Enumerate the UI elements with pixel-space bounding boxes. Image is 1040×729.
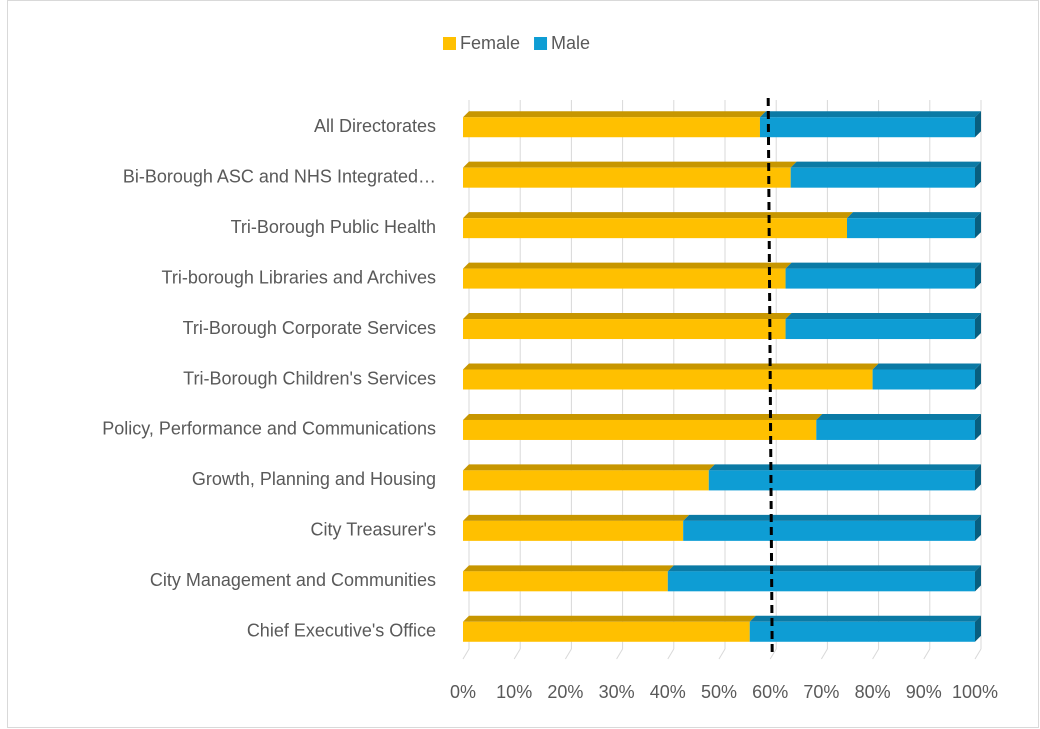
x-tick-label: 0% — [450, 682, 476, 702]
bar-side-face — [975, 111, 981, 138]
grid-line-floor — [564, 648, 572, 660]
grid-line-floor — [667, 648, 675, 660]
bar-top-face — [463, 161, 797, 168]
category-label: Tri-Borough Public Health — [231, 217, 436, 237]
grid-line-floor — [820, 648, 828, 660]
bar — [463, 268, 786, 289]
bar — [463, 470, 709, 491]
bar-top-face — [759, 111, 981, 118]
bar-top-face — [463, 413, 823, 420]
x-tick-label: 10% — [496, 682, 532, 702]
category-label: All Directorates — [314, 116, 436, 136]
bar — [759, 117, 975, 138]
bar — [463, 117, 760, 138]
bar-top-face — [785, 313, 981, 320]
legend-swatch — [443, 37, 456, 50]
bar-top-face — [463, 565, 674, 572]
category-label: Tri-Borough Children's Services — [183, 368, 436, 388]
legend-label: Female — [460, 33, 520, 53]
bar — [785, 268, 975, 289]
category-label: Chief Executive's Office — [247, 621, 436, 641]
x-tick-label: 30% — [599, 682, 635, 702]
bar-side-face — [975, 514, 981, 541]
bar-top-face — [463, 212, 853, 219]
bar — [872, 369, 975, 390]
bar-side-face — [975, 565, 981, 592]
bar — [708, 470, 975, 491]
bar-top-face — [683, 514, 981, 521]
bar-top-face — [463, 464, 715, 471]
bar-top-face — [872, 363, 981, 370]
legend-swatch — [534, 37, 548, 50]
bar-top-face — [463, 514, 690, 521]
grid-line-floor — [923, 648, 931, 660]
bar-top-face — [708, 464, 981, 471]
reference-line — [766, 97, 774, 656]
bar-side-face — [975, 615, 981, 642]
x-tick-label: 40% — [650, 682, 686, 702]
bar-side-face — [975, 464, 981, 491]
x-tick-label: 70% — [803, 682, 839, 702]
category-label: Tri-borough Libraries and Archives — [162, 267, 436, 287]
x-tick-label: 90% — [906, 682, 942, 702]
grid-line-floor — [462, 648, 470, 660]
bar — [667, 571, 975, 592]
bar — [790, 167, 975, 188]
bar — [463, 218, 847, 239]
x-tick-label: 60% — [752, 682, 788, 702]
bar-top-face — [463, 615, 756, 622]
bar-side-face — [975, 161, 981, 188]
grid-line-floor — [513, 648, 521, 660]
bar-side-face — [975, 212, 981, 239]
grid-line-floor — [872, 648, 880, 660]
grid-line-floor — [718, 648, 726, 660]
bar — [463, 319, 786, 340]
bar — [683, 520, 975, 541]
grid-line-floor — [769, 648, 777, 660]
grid-line-floor — [616, 648, 624, 660]
bar-side-face — [975, 262, 981, 289]
bar — [463, 167, 791, 188]
bar — [463, 571, 668, 592]
bar — [463, 419, 817, 440]
bar — [463, 520, 684, 541]
bar — [749, 621, 975, 642]
bar-side-face — [975, 413, 981, 440]
bar-top-face — [785, 262, 981, 269]
grid-line-floor — [974, 648, 982, 660]
bar-top-face — [816, 413, 981, 420]
x-tick-label: 80% — [855, 682, 891, 702]
bar — [463, 621, 750, 642]
bar-side-face — [975, 313, 981, 340]
bar-top-face — [790, 161, 981, 168]
category-label: City Management and Communities — [150, 570, 436, 590]
category-label: Growth, Planning and Housing — [192, 469, 436, 489]
bar-top-face — [463, 363, 879, 370]
bar-top-face — [667, 565, 981, 572]
bar — [816, 419, 975, 440]
legend-label: Male — [551, 33, 590, 53]
bar — [847, 218, 975, 239]
category-label: Policy, Performance and Communications — [102, 419, 436, 439]
x-tick-label: 20% — [547, 682, 583, 702]
category-label: City Treasurer's — [311, 520, 436, 540]
bar-top-face — [463, 313, 792, 320]
category-label: Tri-Borough Corporate Services — [183, 318, 436, 338]
bar-top-face — [463, 111, 766, 118]
bar — [463, 369, 873, 390]
bar-top-face — [749, 615, 981, 622]
bar-top-face — [847, 212, 981, 219]
bar-side-face — [975, 363, 981, 390]
x-tick-label: 100% — [952, 682, 998, 702]
bar — [785, 319, 975, 340]
category-label: Bi-Borough ASC and NHS Integrated… — [123, 166, 436, 186]
bar-top-face — [463, 262, 792, 269]
x-tick-label: 50% — [701, 682, 737, 702]
